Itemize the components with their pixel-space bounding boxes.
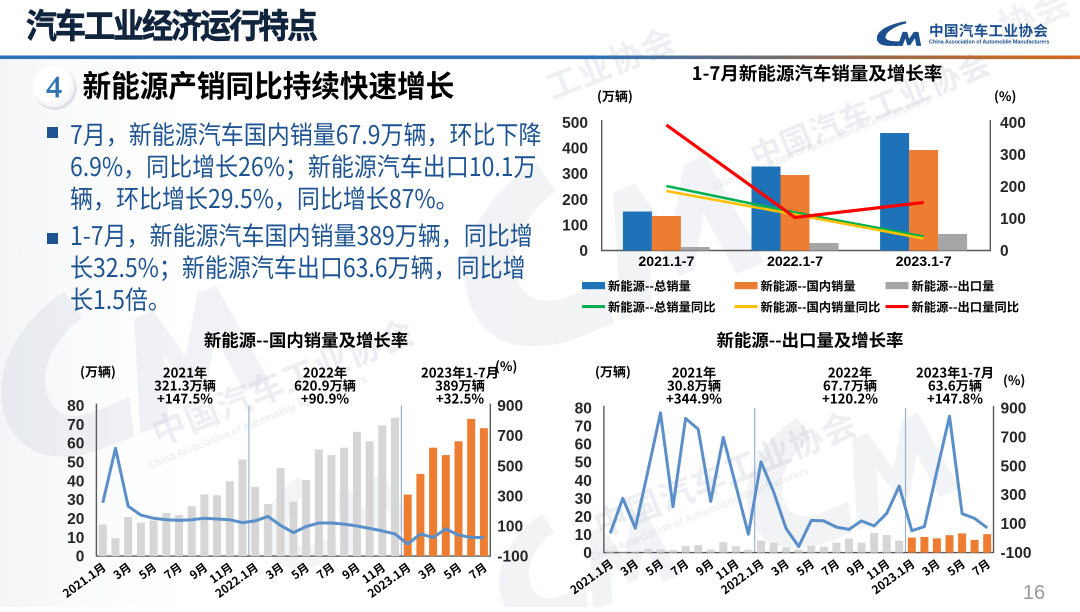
svg-text:30: 30: [67, 492, 84, 509]
svg-text:70: 70: [575, 418, 592, 435]
svg-text:20: 20: [67, 511, 84, 528]
svg-text:2023.1-7: 2023.1-7: [896, 254, 952, 270]
svg-text:100: 100: [497, 519, 523, 536]
svg-text:200: 200: [1000, 179, 1026, 196]
svg-text:100: 100: [1000, 211, 1026, 228]
svg-text:100: 100: [562, 217, 588, 234]
svg-text:80: 80: [575, 400, 592, 417]
svg-text:900: 900: [497, 398, 523, 415]
svg-text:2021.1-7: 2021.1-7: [638, 254, 694, 270]
svg-text:20: 20: [575, 509, 592, 526]
svg-text:10: 10: [67, 530, 84, 547]
svg-text:500: 500: [497, 458, 523, 475]
svg-text:40: 40: [67, 473, 84, 490]
svg-text:60: 60: [575, 437, 592, 454]
svg-text:300: 300: [1000, 147, 1026, 164]
svg-text:700: 700: [1001, 429, 1027, 446]
svg-text:40: 40: [575, 473, 592, 490]
svg-text:60: 60: [67, 436, 84, 453]
svg-text:2022.1-7: 2022.1-7: [767, 254, 823, 270]
svg-text:100: 100: [1001, 516, 1027, 533]
svg-text:500: 500: [562, 115, 588, 132]
svg-text:400: 400: [1000, 115, 1026, 132]
svg-text:0: 0: [76, 549, 85, 566]
svg-text:30: 30: [575, 491, 592, 508]
svg-text:-100: -100: [497, 549, 528, 566]
svg-text:700: 700: [497, 428, 523, 445]
svg-text:900: 900: [1001, 400, 1027, 417]
svg-text:300: 300: [1001, 487, 1027, 504]
svg-text:16: 16: [1023, 582, 1045, 604]
svg-text:4: 4: [46, 69, 62, 104]
svg-text:80: 80: [67, 398, 84, 415]
svg-text:50: 50: [575, 455, 592, 472]
svg-text:70: 70: [67, 417, 84, 434]
svg-text:300: 300: [562, 166, 588, 183]
svg-text:300: 300: [497, 488, 523, 505]
svg-text:-100: -100: [1001, 545, 1032, 562]
svg-text:50: 50: [67, 455, 84, 472]
svg-text:500: 500: [1001, 458, 1027, 475]
svg-text:0: 0: [583, 545, 592, 562]
svg-text:10: 10: [575, 527, 592, 544]
svg-text:200: 200: [562, 192, 588, 209]
svg-text:0: 0: [1000, 243, 1009, 260]
svg-text:400: 400: [562, 141, 588, 158]
svg-text:China Association of Automobil: China Association of Automobile Manufact…: [929, 40, 1049, 46]
svg-text:0: 0: [579, 243, 588, 260]
